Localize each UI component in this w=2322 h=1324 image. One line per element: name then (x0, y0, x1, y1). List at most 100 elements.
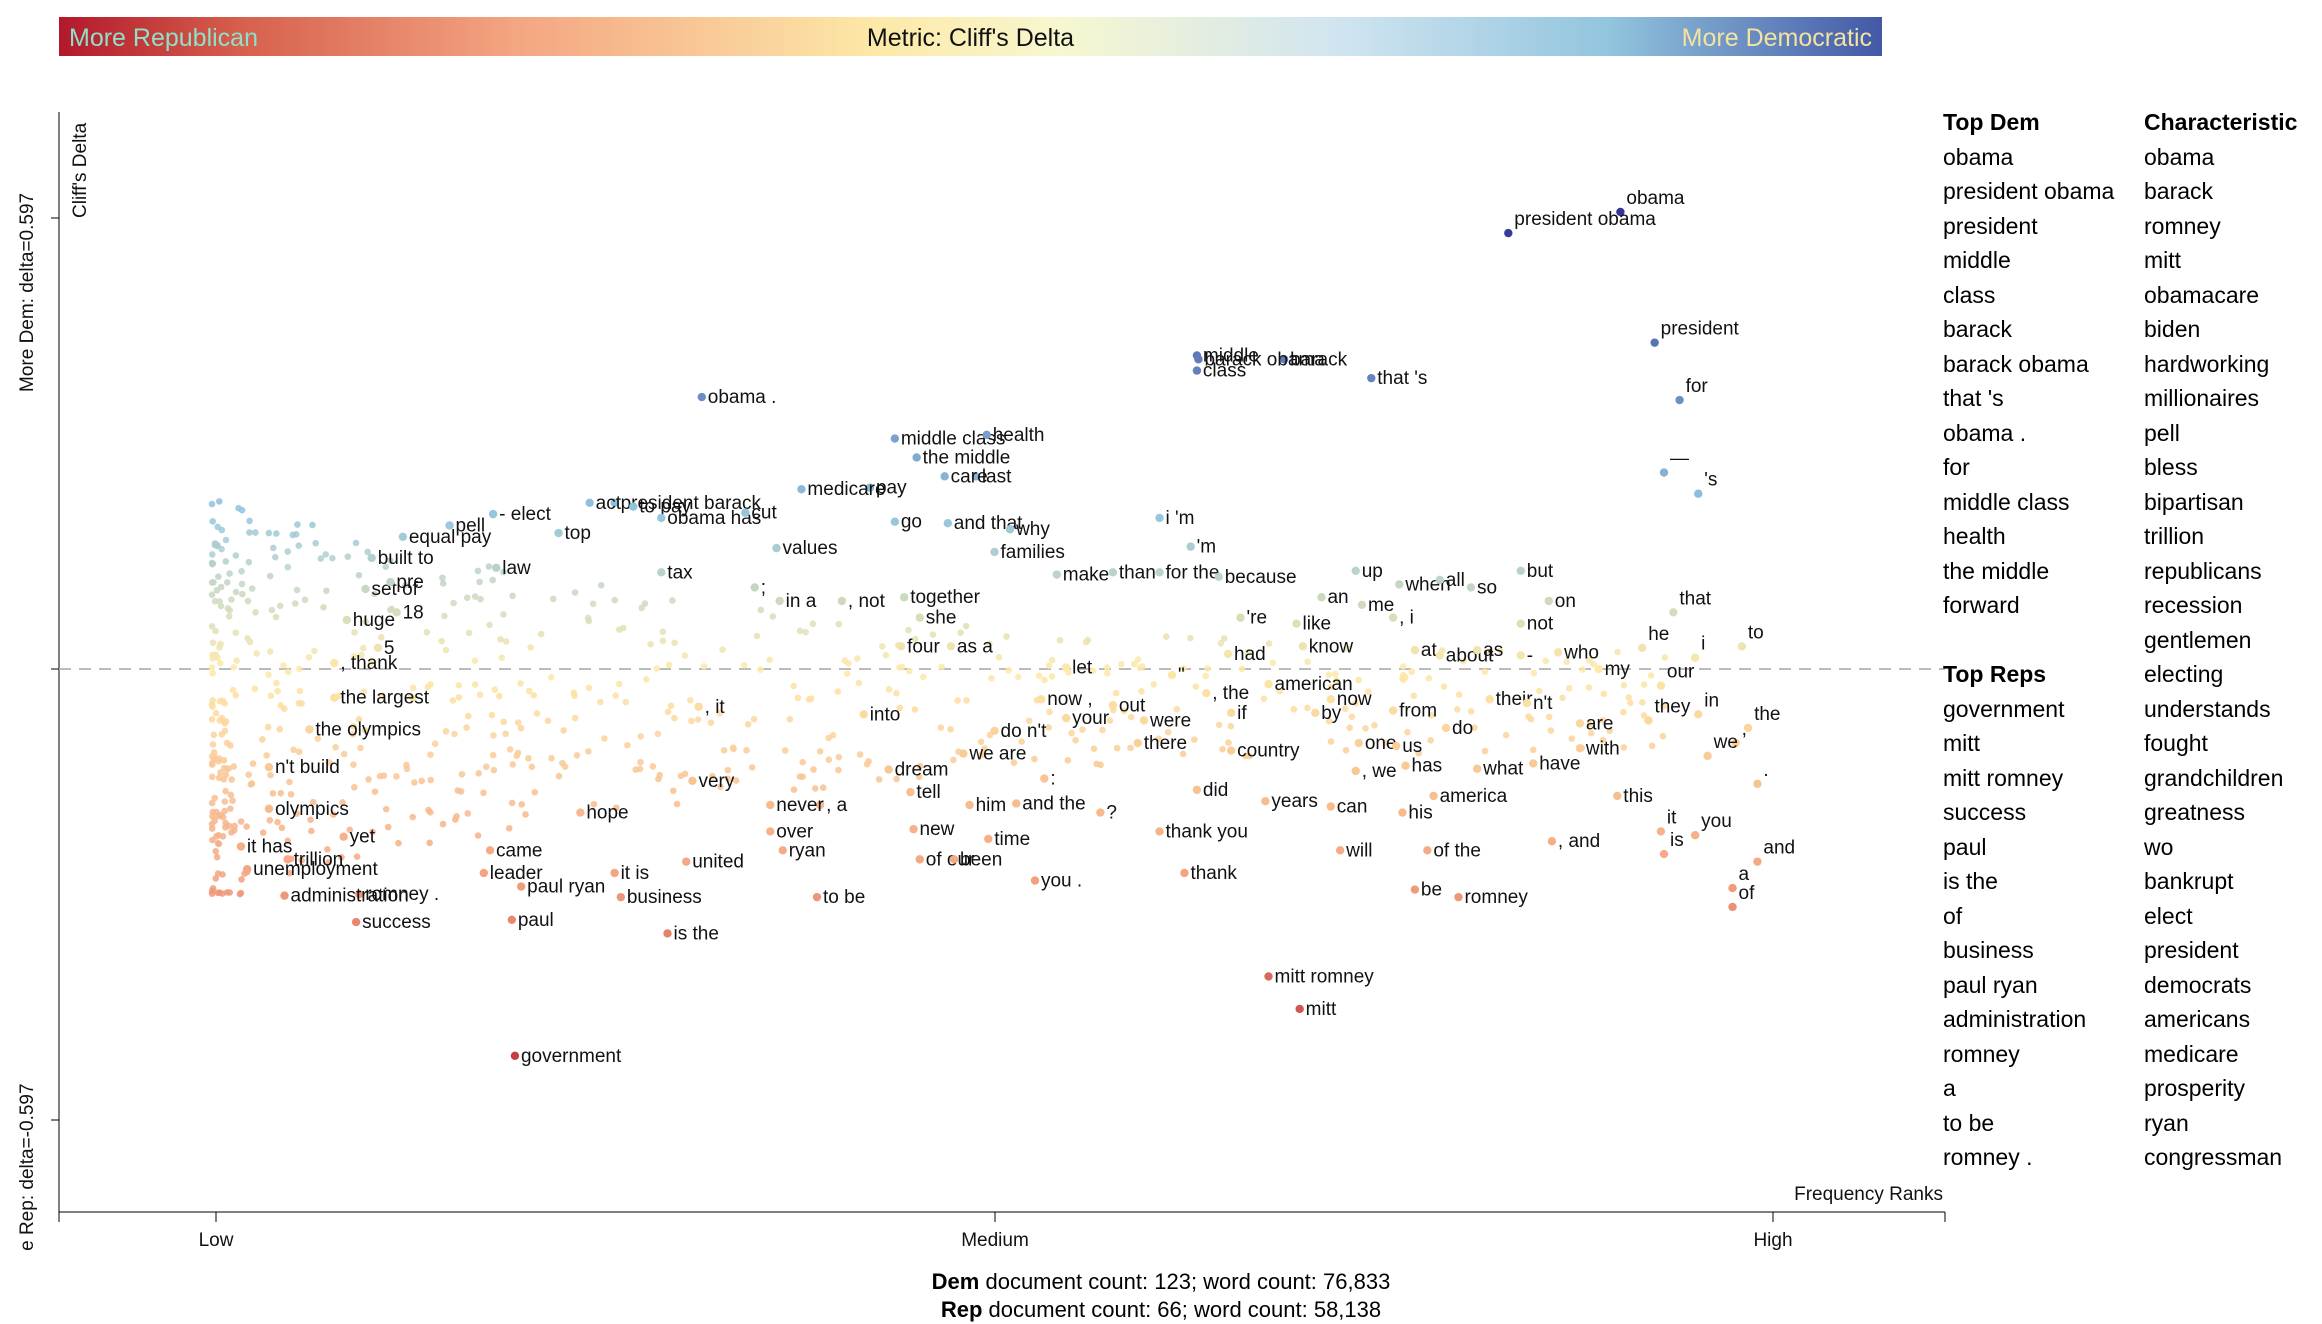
term-point[interactable] (1441, 723, 1451, 733)
term-point[interactable] (1398, 808, 1407, 817)
term-point[interactable] (1298, 642, 1307, 651)
term-point[interactable] (1388, 706, 1398, 715)
term-point[interactable] (264, 804, 274, 813)
term-point[interactable] (1037, 695, 1046, 704)
term-point[interactable] (837, 596, 847, 606)
characteristic-term[interactable]: pell (2144, 419, 2180, 446)
term-point[interactable] (1516, 566, 1525, 575)
term-point[interactable] (330, 693, 339, 702)
term-point[interactable] (398, 532, 408, 541)
term-point[interactable] (610, 498, 619, 508)
top-rep-term[interactable]: mitt romney (1943, 764, 2064, 791)
characteristic-term[interactable]: biden (2144, 316, 2201, 342)
term-point[interactable] (1472, 645, 1482, 655)
term-point[interactable] (1690, 653, 1700, 662)
characteristic-term[interactable]: electing (2144, 661, 2224, 687)
term-point[interactable] (1335, 846, 1345, 855)
characteristic-term[interactable]: democrats (2144, 971, 2252, 998)
top-rep-term[interactable]: a (1943, 1075, 1956, 1101)
term-point[interactable] (1410, 885, 1420, 894)
term-point[interactable] (1192, 785, 1202, 795)
top-rep-term[interactable]: is the (1943, 868, 1998, 894)
term-point[interactable] (1202, 688, 1211, 698)
top-rep-term[interactable]: paul (1943, 833, 1987, 860)
term-point[interactable] (1155, 568, 1164, 577)
term-point[interactable] (479, 868, 489, 878)
term-point[interactable] (688, 776, 697, 786)
term-point[interactable] (1264, 972, 1273, 981)
term-point[interactable] (280, 891, 289, 900)
term-point[interactable] (949, 855, 959, 864)
term-point[interactable] (1454, 892, 1463, 902)
term-point[interactable] (492, 563, 501, 572)
characteristic-term[interactable]: obamacare (2144, 281, 2260, 308)
term-point[interactable] (778, 846, 787, 855)
top-dem-term[interactable]: middle class (1943, 488, 2070, 515)
term-point[interactable] (1656, 827, 1666, 836)
term-point[interactable] (1753, 779, 1762, 789)
term-point[interactable] (510, 1051, 520, 1060)
term-point[interactable] (355, 889, 364, 899)
term-point[interactable] (1388, 613, 1398, 622)
term-point[interactable] (507, 915, 517, 925)
term-point[interactable] (890, 434, 900, 443)
term-point[interactable] (1367, 373, 1376, 383)
term-point[interactable] (485, 846, 495, 855)
term-point[interactable] (1522, 698, 1532, 708)
term-point[interactable] (1326, 802, 1336, 811)
top-dem-term[interactable]: barack (1943, 316, 2013, 342)
term-point[interactable] (330, 658, 339, 668)
characteristic-term[interactable]: mitt (2144, 247, 2182, 273)
characteristic-term[interactable]: president (2144, 937, 2239, 963)
term-point[interactable] (1466, 583, 1476, 592)
term-point[interactable] (1030, 876, 1040, 885)
term-point[interactable] (1616, 207, 1625, 217)
term-point[interactable] (488, 509, 498, 519)
top-dem-term[interactable]: president obama (1943, 178, 2115, 204)
term-point[interactable] (1223, 649, 1233, 659)
term-point[interactable] (1613, 791, 1622, 801)
term-point[interactable] (1133, 738, 1142, 748)
term-point[interactable] (663, 929, 672, 938)
term-point[interactable] (1690, 830, 1700, 840)
term-point[interactable] (657, 513, 666, 523)
term-point[interactable] (909, 824, 918, 834)
term-point[interactable] (576, 808, 585, 817)
term-point[interactable] (373, 643, 383, 653)
term-point[interactable] (896, 642, 906, 651)
top-rep-term[interactable]: paul ryan (1943, 971, 2038, 998)
term-point[interactable] (797, 485, 806, 494)
characteristic-term[interactable]: gentlemen (2144, 626, 2252, 653)
term-point[interactable] (1435, 575, 1445, 585)
top-dem-term[interactable]: class (1943, 281, 1996, 308)
term-point[interactable] (1351, 566, 1360, 575)
top-dem-term[interactable]: president (1943, 212, 2038, 239)
term-point[interactable] (940, 472, 949, 481)
characteristic-term[interactable]: republicans (2144, 557, 2262, 584)
term-point[interactable] (1317, 593, 1326, 602)
term-point[interactable] (1429, 791, 1438, 801)
term-point[interactable] (1226, 746, 1236, 755)
characteristic-term[interactable]: recession (2144, 592, 2243, 618)
term-point[interactable] (1731, 738, 1740, 748)
top-dem-term[interactable]: the middle (1943, 557, 2050, 584)
term-point[interactable] (1644, 716, 1653, 725)
top-rep-term[interactable]: romney (1943, 1040, 2020, 1067)
characteristic-term[interactable]: elect (2144, 902, 2193, 929)
term-point[interactable] (392, 608, 401, 617)
characteristic-term[interactable]: bipartisan (2144, 488, 2244, 515)
characteristic-term[interactable]: congressman (2144, 1144, 2283, 1170)
term-point[interactable] (1516, 619, 1525, 628)
top-dem-term[interactable]: health (1943, 523, 2006, 549)
term-point[interactable] (1392, 741, 1401, 751)
term-point[interactable] (750, 583, 759, 592)
term-point[interactable] (906, 787, 915, 797)
characteristic-term[interactable]: wo (2144, 833, 2174, 860)
term-point[interactable] (971, 472, 981, 481)
top-rep-term[interactable]: of (1943, 902, 1963, 929)
term-point[interactable] (367, 553, 376, 563)
top-rep-term[interactable]: mitt (1943, 730, 1981, 756)
term-point[interactable] (1547, 837, 1557, 846)
term-point[interactable] (629, 502, 638, 511)
characteristic-term[interactable]: medicare (2144, 1040, 2239, 1067)
